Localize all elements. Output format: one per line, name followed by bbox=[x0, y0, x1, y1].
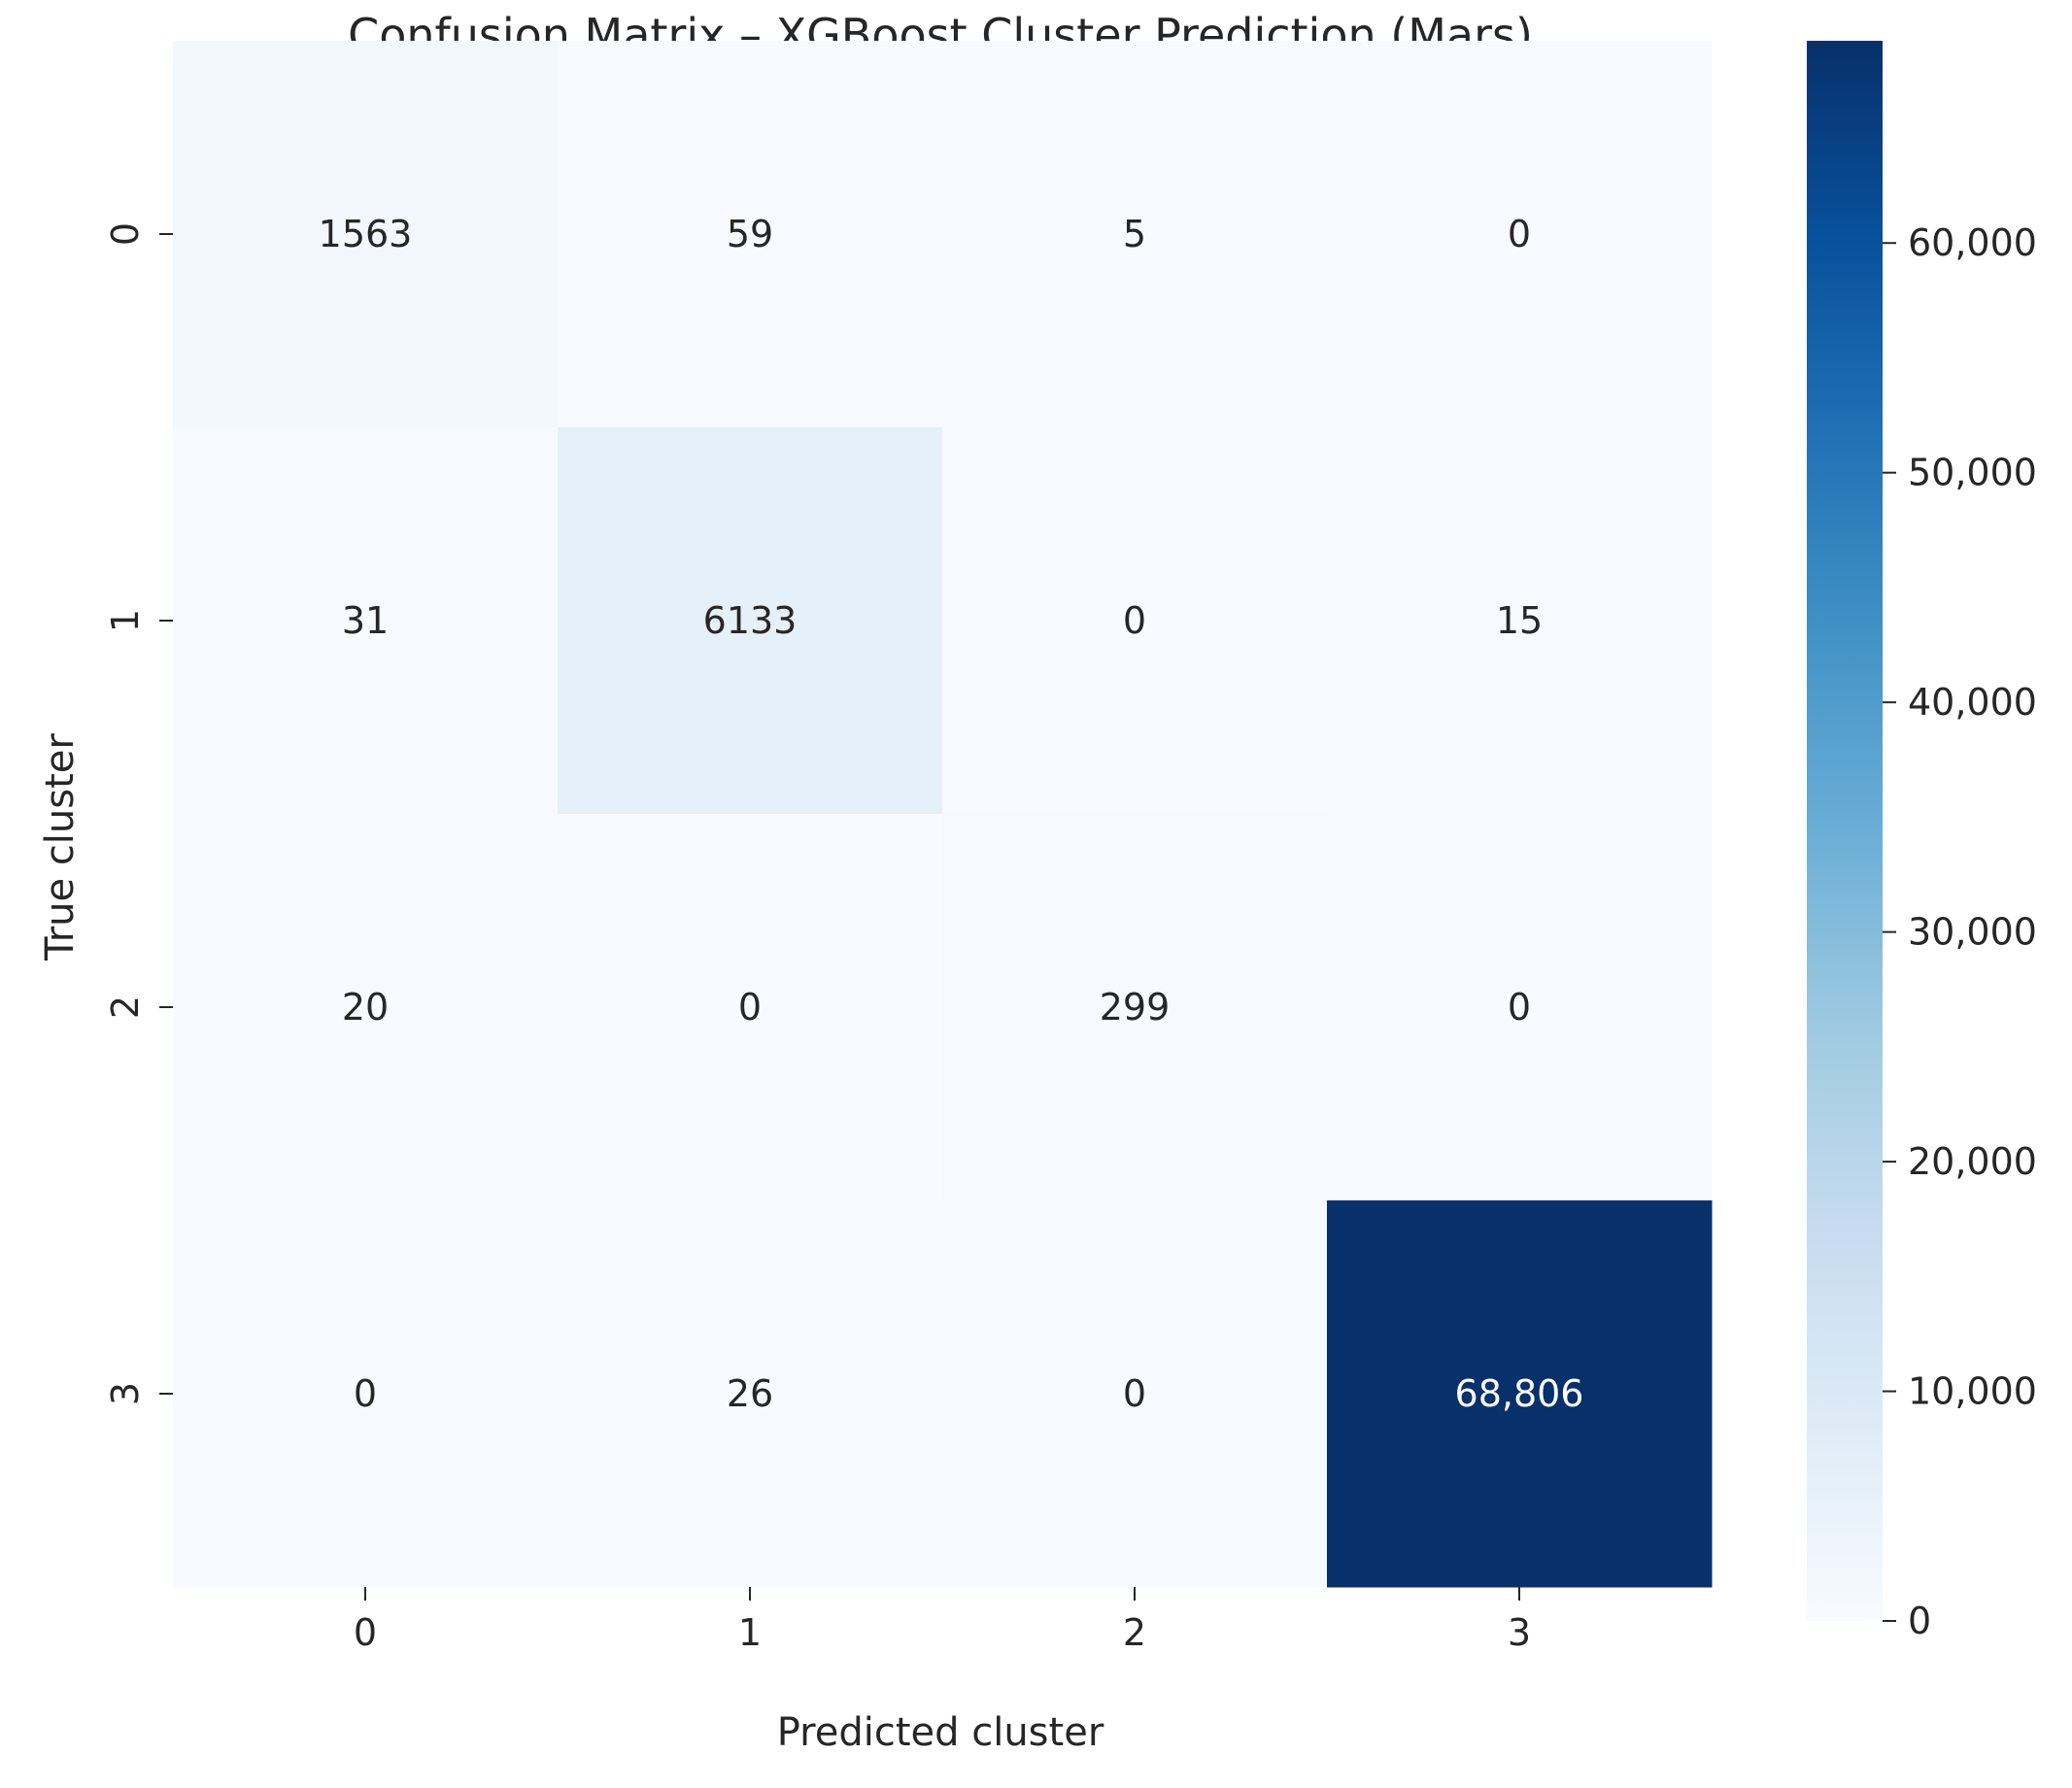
cell-label-r1-c1: 6133 bbox=[703, 599, 798, 642]
heatmap-cell-r3-c3 bbox=[1327, 1200, 1713, 1588]
y-tick-label-2: 2 bbox=[104, 995, 147, 1019]
colorbar-ticks: 0 10,000 20,000 30,000 40,000 50,000 60,000 bbox=[1883, 221, 2037, 1642]
cell-label-r0-c3: 0 bbox=[1508, 213, 1531, 255]
y-tick-label-1: 1 bbox=[104, 609, 147, 632]
colorbar-tick-label-6: 60,000 bbox=[1908, 221, 2037, 264]
cell-label-r0-c0: 1563 bbox=[319, 213, 413, 255]
heatmap-cell-r1-c1 bbox=[558, 427, 943, 815]
cell-label-r2-c1: 0 bbox=[738, 986, 762, 1029]
cell-label-r2-c0: 20 bbox=[342, 986, 389, 1029]
heatmap-cells bbox=[173, 41, 1713, 1588]
cell-label-r3-c2: 0 bbox=[1123, 1372, 1146, 1415]
heatmap-cell-r3-c0 bbox=[173, 1200, 559, 1588]
x-axis-ticks: 0 1 2 3 bbox=[354, 1587, 1531, 1654]
x-tick-label-3: 3 bbox=[1508, 1611, 1531, 1654]
colorbar-tick-label-0: 0 bbox=[1908, 1600, 1931, 1642]
cell-label-r1-c2: 0 bbox=[1123, 599, 1146, 642]
cell-label-r1-c3: 15 bbox=[1496, 599, 1543, 642]
heatmap-cell-r3-c2 bbox=[942, 1200, 1328, 1588]
colorbar-tick-label-2: 20,000 bbox=[1908, 1140, 2037, 1183]
x-tick-label-2: 2 bbox=[1123, 1611, 1146, 1654]
heatmap-cell-r1-c0 bbox=[173, 427, 559, 815]
colorbar-tick-label-1: 10,000 bbox=[1908, 1370, 2037, 1413]
cell-label-r2-c3: 0 bbox=[1508, 986, 1531, 1029]
x-tick-label-1: 1 bbox=[738, 1611, 762, 1654]
heatmap-cell-r1-c2 bbox=[942, 427, 1328, 815]
y-axis-ticks: 0 1 2 3 bbox=[104, 222, 173, 1405]
heatmap-cell-r0-c3 bbox=[1327, 41, 1713, 428]
y-axis-label: True cluster bbox=[38, 733, 83, 961]
heatmap-cell-r3-c1 bbox=[558, 1200, 943, 1588]
heatmap-cell-r2-c1 bbox=[558, 814, 943, 1201]
heatmap-cell-r2-c3 bbox=[1327, 814, 1713, 1201]
x-tick-label-0: 0 bbox=[354, 1611, 377, 1654]
cell-label-r3-c0: 0 bbox=[354, 1372, 377, 1415]
cell-label-r2-c2: 299 bbox=[1100, 986, 1171, 1029]
y-tick-label-3: 3 bbox=[104, 1382, 147, 1405]
cell-label-r0-c2: 5 bbox=[1123, 213, 1146, 255]
cell-label-r1-c0: 31 bbox=[342, 599, 389, 642]
colorbar bbox=[1807, 41, 1883, 1621]
cell-label-r3-c3: 68,806 bbox=[1455, 1372, 1584, 1415]
heatmap-cell-r0-c0 bbox=[173, 41, 559, 428]
heatmap-cell-r0-c2 bbox=[942, 41, 1328, 428]
colorbar-tick-label-5: 50,000 bbox=[1908, 452, 2037, 494]
heatmap-cell-r2-c0 bbox=[173, 814, 559, 1201]
cell-label-r3-c1: 26 bbox=[727, 1372, 773, 1415]
cell-label-r0-c1: 59 bbox=[727, 213, 773, 255]
colorbar-tick-label-4: 40,000 bbox=[1908, 681, 2037, 724]
heatmap-cell-labels: 1563 59 5 0 31 6133 0 15 20 0 299 0 0 26 0 68,806 bbox=[319, 213, 1584, 1415]
heatmap-cell-r2-c2 bbox=[942, 814, 1328, 1201]
x-axis-label: Predicted cluster bbox=[777, 1710, 1104, 1755]
colorbar-tick-label-3: 30,000 bbox=[1908, 911, 2037, 954]
heatmap-cell-r0-c1 bbox=[558, 41, 943, 428]
y-tick-label-0: 0 bbox=[104, 222, 147, 246]
heatmap-cell-r1-c3 bbox=[1327, 427, 1713, 815]
